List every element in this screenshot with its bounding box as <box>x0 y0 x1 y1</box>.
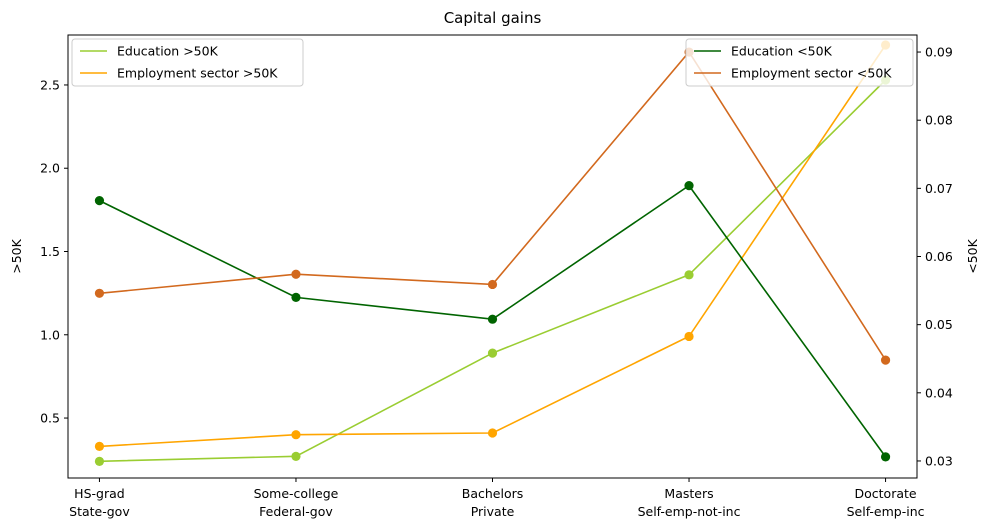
data-point <box>487 314 498 324</box>
y-right-axis-title: <50K <box>965 238 980 273</box>
series-2 <box>94 181 891 462</box>
data-point <box>94 441 105 451</box>
y-left-tick-label: 2.5 <box>40 77 60 92</box>
data-point <box>94 196 105 206</box>
series-line <box>99 79 887 463</box>
series-line <box>99 44 887 448</box>
data-point <box>487 428 498 438</box>
y-right-tick-label: 0.08 <box>925 113 953 128</box>
data-point <box>684 270 694 280</box>
legend-top-right: Education <50K Employment sector <50K <box>685 38 914 87</box>
legend-box <box>71 38 304 87</box>
data-point <box>880 355 891 365</box>
x-tick-label-sub: State-gov <box>69 504 130 519</box>
legend-box <box>685 38 914 87</box>
legend-label: Education <50K <box>731 44 833 59</box>
y-right-tick-label: 0.05 <box>925 317 953 332</box>
series-1 <box>94 40 891 451</box>
data-point <box>291 269 301 279</box>
data-point <box>94 288 105 298</box>
axes: HS-grad State-gov Some-college Federal-gov B… <box>9 34 980 519</box>
data-point <box>684 181 694 191</box>
legend-top-left: Education >50K Employment sector >50K <box>71 38 304 87</box>
data-point <box>291 451 301 461</box>
x-tick-label-sub: Self-emp-not-inc <box>638 504 741 519</box>
series-0 <box>94 75 891 466</box>
y-right-tick-label: 0.04 <box>925 385 953 400</box>
x-tick-label-sub: Private <box>471 504 515 519</box>
series-line <box>99 50 887 361</box>
x-tick-label: Masters <box>664 486 713 501</box>
y-right-tick-label: 0.06 <box>925 249 953 264</box>
data-point <box>487 279 498 290</box>
y-left-axis-title: >50K <box>9 238 24 273</box>
plot-frame <box>67 34 918 479</box>
legend-label: Employment sector >50K <box>117 66 278 81</box>
chart-title: Capital gains <box>444 9 542 27</box>
data-point <box>684 331 694 342</box>
x-tick-label-sub: Federal-gov <box>259 504 333 519</box>
series-layer <box>94 40 891 466</box>
x-tick-label: Doctorate <box>855 486 917 501</box>
y-right-tick-label: 0.07 <box>925 181 953 196</box>
x-tick-label-sub: Self-emp-inc <box>847 504 925 519</box>
data-point <box>880 452 891 462</box>
legend-label: Employment sector <50K <box>731 66 892 81</box>
y-left-tick-label: 1.0 <box>40 327 60 342</box>
data-point <box>291 292 301 302</box>
y-left-tick-label: 0.5 <box>40 411 60 426</box>
y-left-tick-label: 2.0 <box>40 161 60 176</box>
data-point <box>291 430 301 440</box>
legend-label: Education >50K <box>117 44 219 59</box>
y-left-tick-label: 1.5 <box>40 244 60 259</box>
x-tick-label: HS-grad <box>74 486 125 501</box>
data-point <box>487 348 498 358</box>
data-point <box>94 456 105 466</box>
y-right-tick-label: 0.09 <box>925 45 953 60</box>
x-tick-label: Some-college <box>254 486 339 501</box>
x-tick-label: Bachelors <box>462 486 524 501</box>
y-right-tick-label: 0.03 <box>925 453 953 468</box>
